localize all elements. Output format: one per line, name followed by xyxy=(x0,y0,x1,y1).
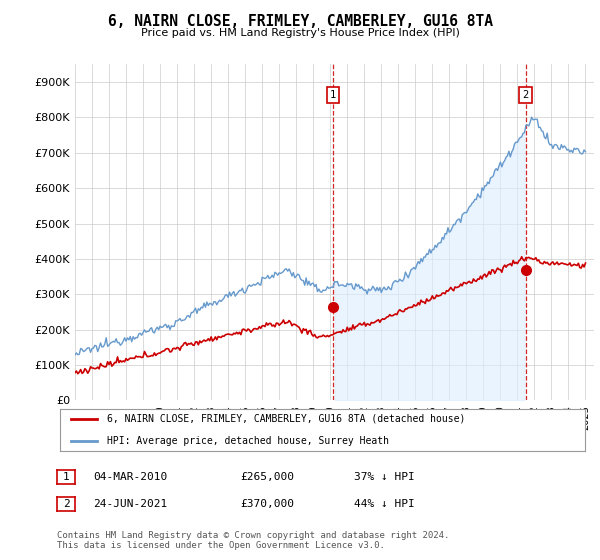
Text: HPI: Average price, detached house, Surrey Heath: HPI: Average price, detached house, Surr… xyxy=(107,436,389,446)
Text: 6, NAIRN CLOSE, FRIMLEY, CAMBERLEY, GU16 8TA: 6, NAIRN CLOSE, FRIMLEY, CAMBERLEY, GU16… xyxy=(107,14,493,29)
Text: Contains HM Land Registry data © Crown copyright and database right 2024.
This d: Contains HM Land Registry data © Crown c… xyxy=(57,531,449,550)
Text: 04-MAR-2010: 04-MAR-2010 xyxy=(93,472,167,482)
Text: 1: 1 xyxy=(62,472,70,482)
Text: £370,000: £370,000 xyxy=(240,499,294,509)
Text: 24-JUN-2021: 24-JUN-2021 xyxy=(93,499,167,509)
Text: 6, NAIRN CLOSE, FRIMLEY, CAMBERLEY, GU16 8TA (detached house): 6, NAIRN CLOSE, FRIMLEY, CAMBERLEY, GU16… xyxy=(107,414,466,424)
Text: 44% ↓ HPI: 44% ↓ HPI xyxy=(354,499,415,509)
Text: 37% ↓ HPI: 37% ↓ HPI xyxy=(354,472,415,482)
Text: 1: 1 xyxy=(330,90,336,100)
Text: £265,000: £265,000 xyxy=(240,472,294,482)
Text: Price paid vs. HM Land Registry's House Price Index (HPI): Price paid vs. HM Land Registry's House … xyxy=(140,28,460,38)
Text: 2: 2 xyxy=(62,499,70,509)
Text: 2: 2 xyxy=(523,90,529,100)
